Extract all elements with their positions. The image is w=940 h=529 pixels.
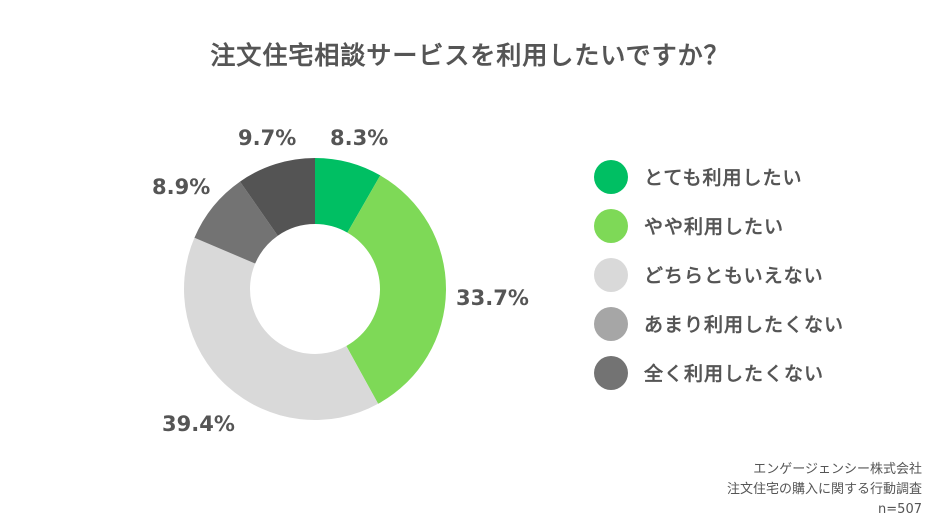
sample-size: n=507 xyxy=(878,502,922,517)
legend-item-not-much: あまり利用したくない xyxy=(594,299,844,348)
slice-label-very-want: 8.3% xyxy=(330,126,389,150)
legend-swatch-icon xyxy=(594,355,628,390)
legend-label: やや利用したい xyxy=(644,216,785,238)
legend-label: とても利用したい xyxy=(644,167,803,189)
legend-item-not-at-all: 全く利用したくない xyxy=(594,348,844,397)
legend-swatch-icon xyxy=(594,159,628,194)
legend-item-very-want: とても利用したい xyxy=(594,152,844,201)
slice-label-neutral: 39.4% xyxy=(162,412,235,436)
legend-item-somewhat-want: やや利用したい xyxy=(594,201,844,250)
chart-title: 注文住宅相談サービスを利用したいですか？ xyxy=(210,41,730,70)
legend-label: あまり利用したくない xyxy=(644,314,845,336)
donut-slice xyxy=(184,237,379,420)
legend: とても利用したい やや利用したい どちらともいえない あまり利用したくない 全く… xyxy=(594,152,844,397)
legend-swatch-icon xyxy=(594,306,628,341)
legend-swatch-icon xyxy=(594,257,628,292)
slice-label-somewhat-want: 33.7% xyxy=(456,286,529,310)
source-note: エンゲージェンシー株式会社 注文住宅の購入に関する行動調査 n=507 xyxy=(727,460,922,520)
source-survey: 注文住宅の購入に関する行動調査 xyxy=(726,482,922,497)
slice-label-not-at-all: 9.7% xyxy=(238,126,297,150)
source-company: エンゲージェンシー株式会社 xyxy=(753,462,922,477)
slice-label-not-much: 8.9% xyxy=(152,175,211,199)
donut-slice xyxy=(315,158,381,233)
donut-slice xyxy=(346,175,447,404)
legend-label: どちらともいえない xyxy=(644,265,824,287)
legend-label: 全く利用したくない xyxy=(644,363,825,385)
donut-slice xyxy=(194,181,278,264)
legend-item-neutral: どちらともいえない xyxy=(594,250,844,299)
legend-swatch-icon xyxy=(594,208,628,243)
donut-slice xyxy=(240,158,315,236)
